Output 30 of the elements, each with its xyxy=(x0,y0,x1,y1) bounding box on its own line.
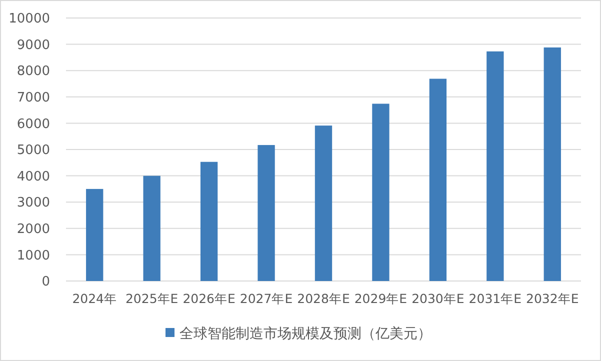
y-tick-label: 9000 xyxy=(16,38,50,53)
bar xyxy=(544,47,561,281)
y-tick-label: 0 xyxy=(42,274,50,290)
bar xyxy=(314,126,332,281)
bar xyxy=(143,176,160,281)
legend-label: 全球智能制造市场规模及预测（亿美元） xyxy=(180,326,432,342)
y-tick-label: 2000 xyxy=(16,222,50,237)
x-tick-label: 2026年E xyxy=(182,291,236,306)
x-tick-label: 2032年E xyxy=(526,291,579,306)
x-tick-label: 2028年E xyxy=(297,291,350,306)
x-tick-label: 2030年E xyxy=(412,291,464,306)
bar xyxy=(86,188,104,281)
y-tick-label: 7000 xyxy=(16,90,50,106)
x-tick-label: 2025年E xyxy=(125,291,178,306)
bar xyxy=(486,51,504,281)
y-tick-label: 5000 xyxy=(16,143,50,158)
y-tick-label: 3000 xyxy=(16,196,50,211)
y-tick-label: 6000 xyxy=(16,116,50,132)
x-tick-label: 2024年 xyxy=(72,291,118,306)
x-tick-label: 2027年E xyxy=(240,291,293,306)
y-tick-label: 10000 xyxy=(8,12,50,27)
bar xyxy=(258,145,275,281)
x-tick-label: 2031年E xyxy=(468,291,522,306)
y-tick-label: 4000 xyxy=(16,169,50,184)
x-tick-label: 2029年E xyxy=(354,291,408,306)
y-tick-label: 8000 xyxy=(16,64,50,80)
bar xyxy=(429,78,447,281)
bar xyxy=(372,104,390,281)
bar xyxy=(200,162,218,281)
y-tick-label: 1000 xyxy=(16,248,50,264)
